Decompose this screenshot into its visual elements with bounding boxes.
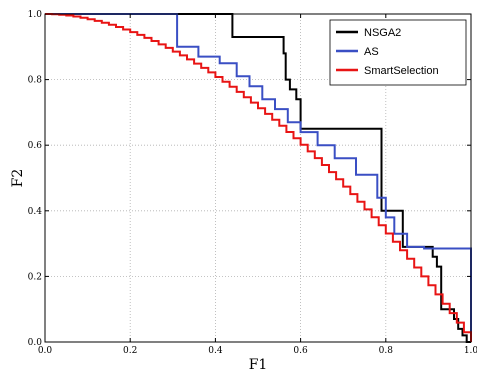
legend-label-as: AS [364, 46, 379, 58]
x-tick-label: 1.0 [464, 346, 477, 356]
y-tick-label: 0.2 [28, 272, 42, 282]
legend-label-smartselection: SmartSelection [364, 65, 439, 77]
series-line-as [45, 13, 472, 342]
series-line-smartselection [45, 13, 472, 342]
plot-frame [44, 13, 472, 343]
y-tick-label: 0.0 [28, 338, 43, 348]
y-axis-label: F2 [10, 169, 26, 188]
x-axis-label: F1 [249, 357, 268, 373]
axis-ticks: 0.0 0.2 0.4 0.6 0.8 1.0 0.0 0.2 0.4 0.6 0.8 1.0 [28, 10, 477, 356]
x-tick-label: 0.2 [123, 346, 137, 356]
y-tick-label: 0.4 [28, 207, 43, 217]
legend: NSGA2 AS SmartSelection [329, 19, 467, 86]
y-tick-label: 0.6 [28, 141, 43, 151]
x-tick-label: 0.8 [379, 346, 394, 356]
y-tick-label: 1.0 [28, 10, 43, 20]
y-tick-label: 0.8 [28, 76, 43, 86]
x-tick-label: 0.6 [293, 346, 308, 356]
x-tick-label: 0.0 [38, 346, 53, 356]
series-lines [45, 13, 472, 343]
series-line-nsga2 [45, 13, 471, 343]
legend-label-nsga2: NSGA2 [364, 27, 401, 39]
x-tick-label: 0.4 [208, 346, 223, 356]
